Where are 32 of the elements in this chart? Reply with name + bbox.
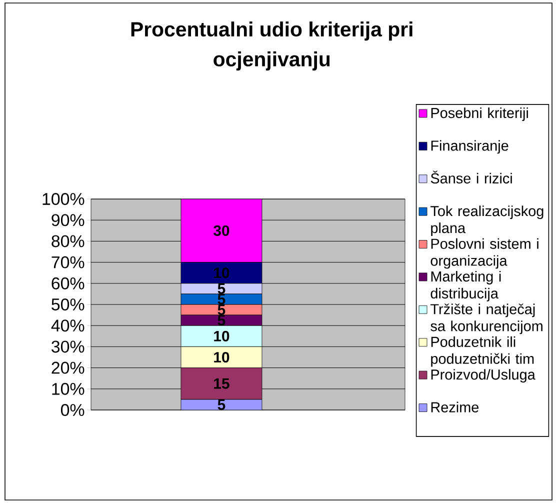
data-label: 5 — [218, 294, 226, 304]
data-label: 5 — [218, 315, 226, 326]
legend-label: Posebni kriteriji — [431, 107, 528, 121]
y-tick-label: 30% — [52, 340, 84, 353]
legend-label: Marketing i distribucija — [430, 270, 501, 302]
data-label: 10 — [214, 352, 230, 363]
y-tick-label: 40% — [51, 320, 84, 332]
y-tick-label: 10% — [52, 382, 84, 395]
legend-label: Rezime — [431, 402, 479, 412]
data-label: 10 — [214, 330, 230, 342]
data-label: 10 — [214, 268, 230, 278]
y-tick-label: 0% — [60, 404, 84, 416]
y-tick-label: 70% — [52, 256, 84, 268]
legend-label: Proizvod/Usluga — [431, 369, 536, 383]
y-tick-label: 80% — [52, 235, 84, 248]
data-label: 5 — [218, 400, 226, 410]
y-tick-label: 50% — [52, 298, 84, 310]
y-tick-label: 20% — [52, 362, 84, 374]
legend-label: Tok realizacijskog plana — [430, 206, 544, 236]
data-label: 5 — [218, 283, 226, 294]
data-label: 5 — [218, 304, 226, 315]
legend-label: Poslovni sistem i organizacija — [430, 238, 538, 269]
legend-label: Finansiranje — [431, 140, 508, 154]
y-tick-label: 60% — [52, 277, 84, 290]
y-tick-label: 90% — [52, 214, 84, 226]
y-tick-label: 100% — [42, 193, 84, 205]
legend-label: Šanse i rizici — [430, 170, 512, 184]
legend-label: Tržište i natječaj sa konkurencijom — [430, 304, 542, 334]
legend-label: Poduzetnik ili poduzetnički tim — [431, 336, 534, 367]
data-label: 30 — [214, 225, 230, 236]
chart-title: Procentualni udio kriterija pri ocjenjivanju — [131, 22, 412, 70]
data-label: 15 — [214, 378, 230, 389]
